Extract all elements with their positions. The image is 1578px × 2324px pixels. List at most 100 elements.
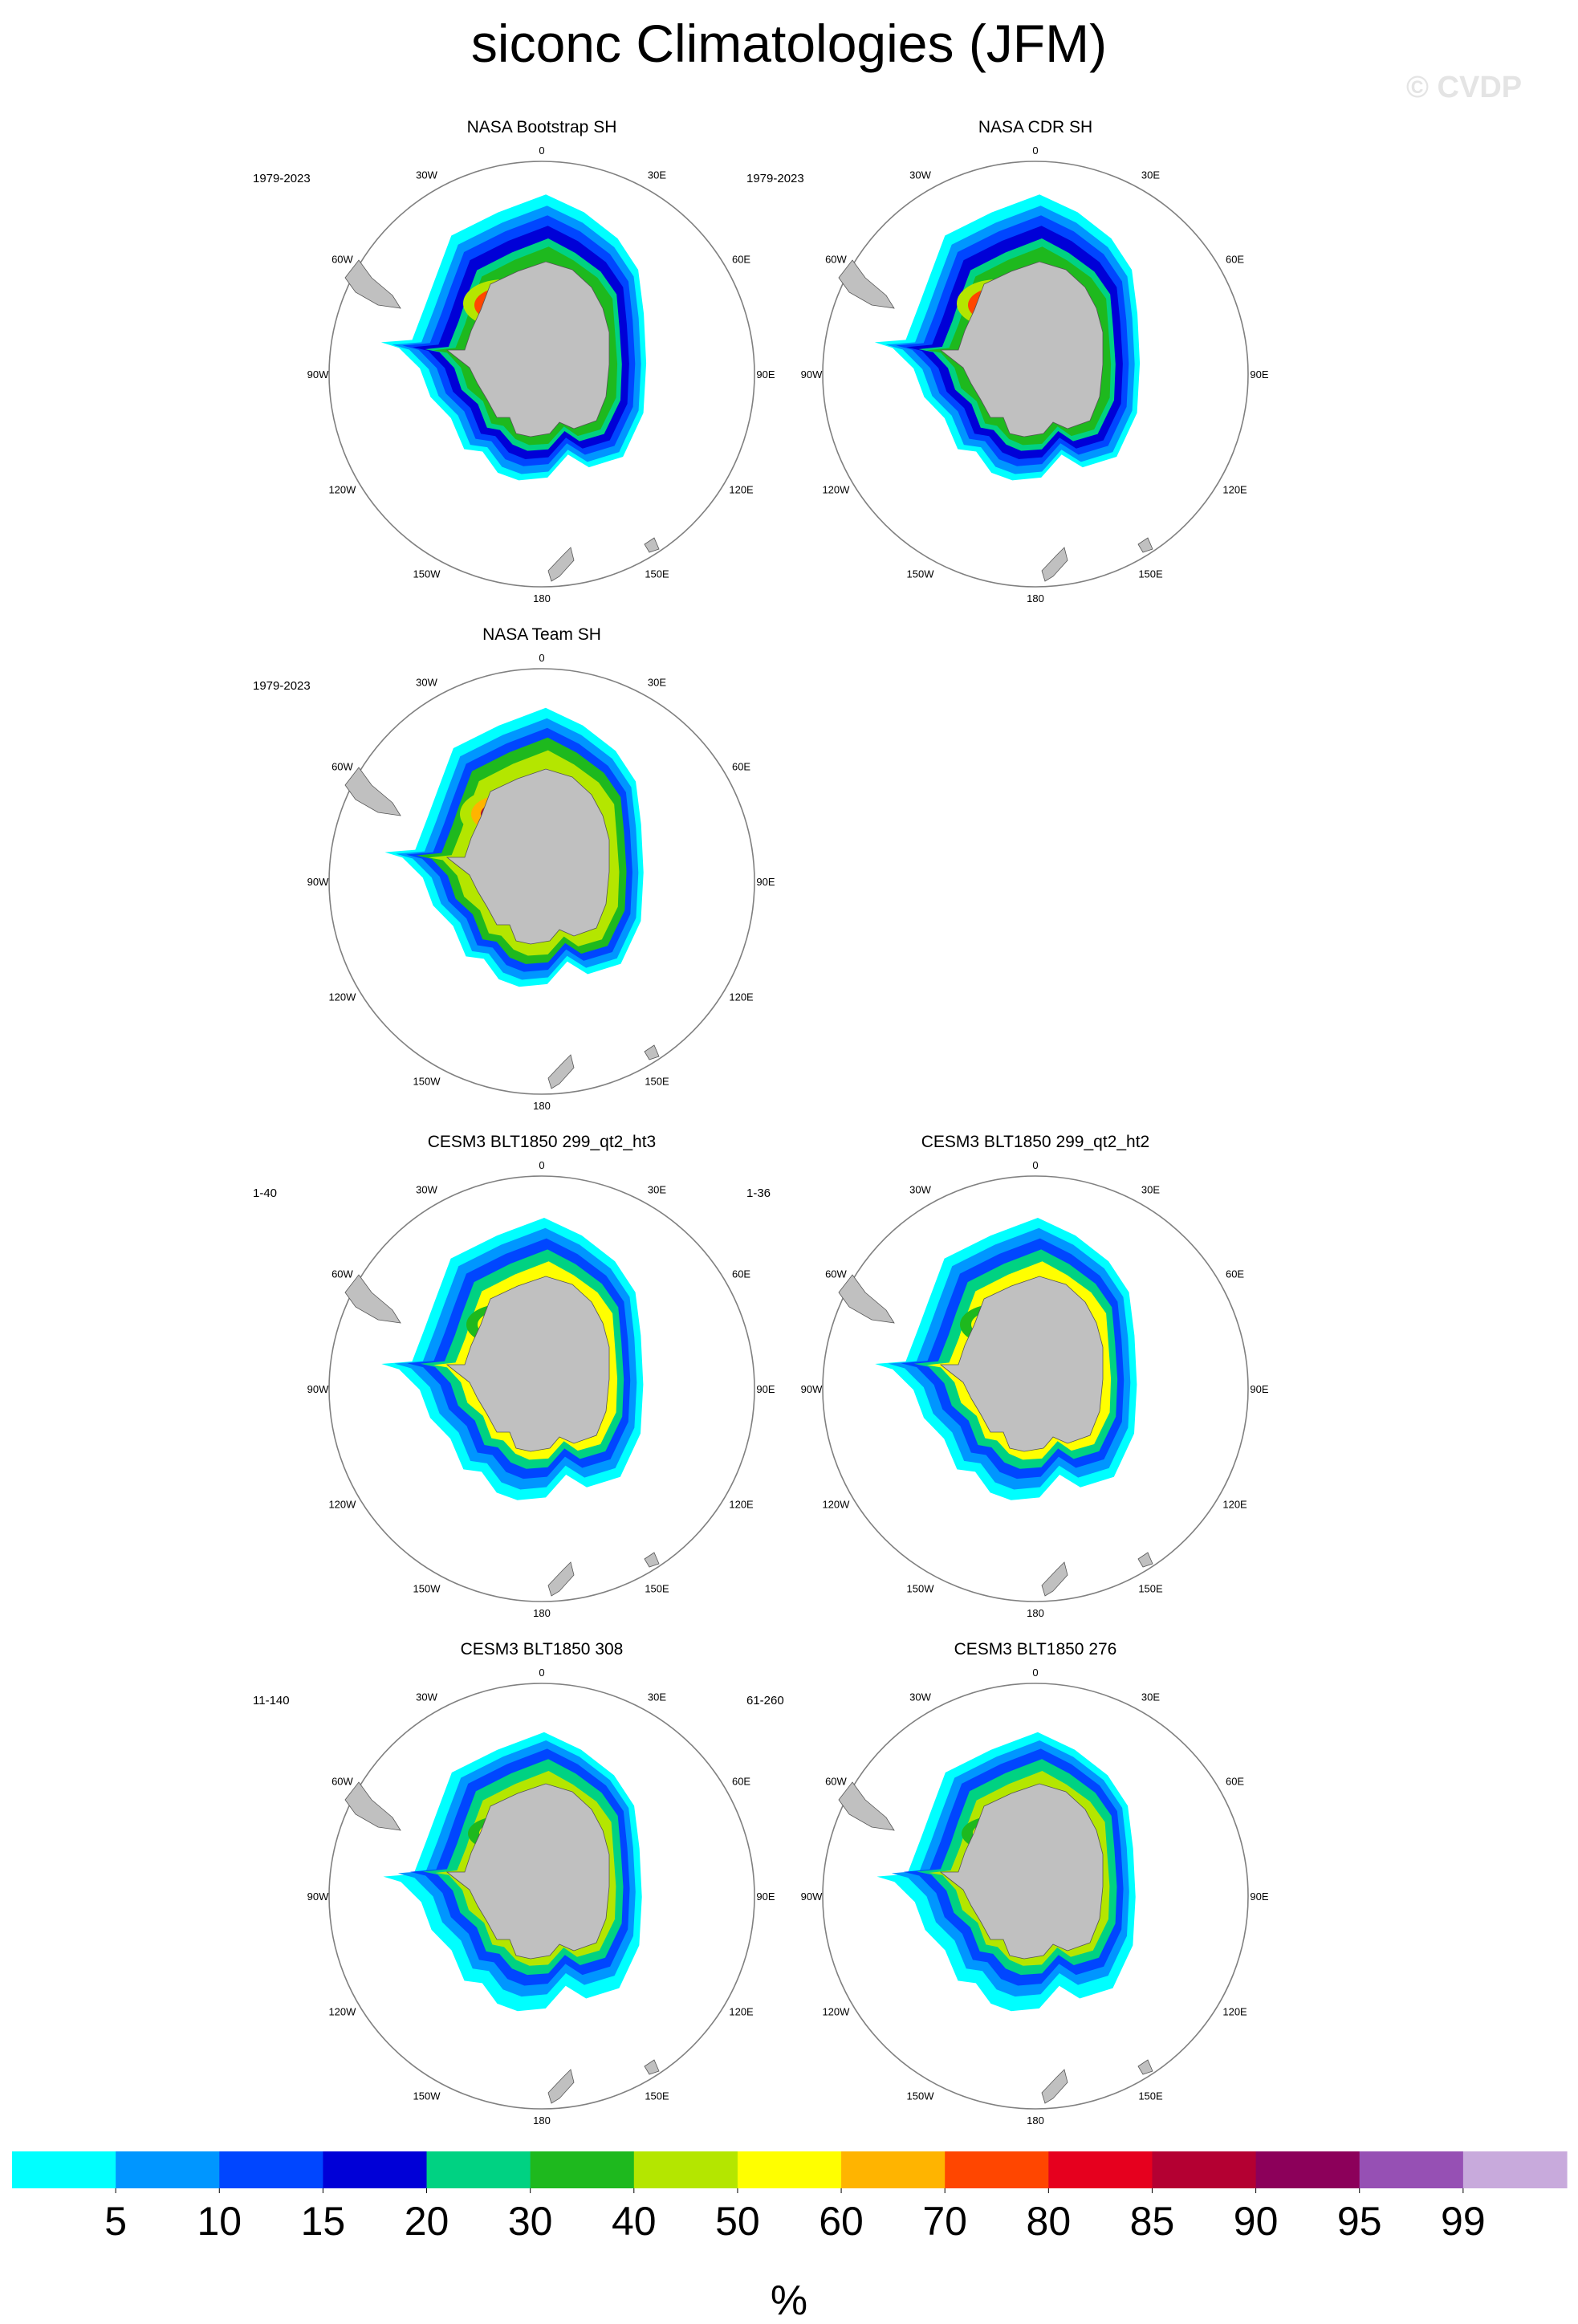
map-panel-cesm3-qt2-ht2: CESM3 BLT1850 299_qt2_ht2 1-36 0 30E 60E 90… xyxy=(746,1132,1324,1619)
colorbar-tick-label: 20 xyxy=(405,2199,449,2244)
longitude-label: 30W xyxy=(909,1691,931,1703)
longitude-label: 60W xyxy=(825,1268,847,1280)
longitude-label: 90E xyxy=(1250,368,1268,381)
land-antarctica xyxy=(445,1276,610,1452)
colorbar-tick-label: 5 xyxy=(104,2199,127,2244)
longitude-label: 30W xyxy=(416,169,437,181)
land-tasmania xyxy=(1137,2059,1153,2075)
colorbar-swatch xyxy=(1048,2151,1153,2188)
land-south-america xyxy=(838,1274,895,1324)
longitude-label: 60E xyxy=(1226,1268,1244,1280)
colorbar-swatch xyxy=(1359,2151,1464,2188)
longitude-label: 120W xyxy=(328,991,356,1003)
longitude-label: 90W xyxy=(801,1383,823,1395)
longitude-label: 90W xyxy=(307,368,329,381)
longitude-label: 180 xyxy=(533,2114,551,2127)
land-tasmania xyxy=(1137,537,1153,553)
land-south-america xyxy=(838,259,895,309)
land-antarctica xyxy=(939,261,1104,438)
polar-map: 0 30E 60E 90E 120E 150E 180 150W 120W 90W 60W 30W xyxy=(801,1667,1269,2127)
figure-title: siconc Climatologies (JFM) xyxy=(470,14,1108,73)
panel-years: 1-40 xyxy=(253,1186,278,1200)
longitude-label: 30W xyxy=(909,1183,931,1195)
longitude-label: 150W xyxy=(907,568,935,580)
land-new-zealand xyxy=(547,2069,575,2104)
polar-map: 0 30E 60E 90E 120E 150E 180 150W 120W 90W 60W 30W xyxy=(801,1159,1269,1619)
map-panel-nasa-team: NASA Team SH 1979-2023 0 30E 60E 90E 120E 150… xyxy=(253,625,831,1112)
land-tasmania xyxy=(644,2059,660,2075)
panel-years: 11-140 xyxy=(253,1694,290,1707)
polar-map: 0 30E 60E 90E 120E 150E 180 150W 120W 90W 60W 30W xyxy=(307,1667,775,2127)
colorbar-tick-label: 10 xyxy=(197,2199,242,2244)
longitude-label: 120E xyxy=(729,1499,754,1511)
panel-title: CESM3 BLT1850 276 xyxy=(954,1640,1117,1659)
longitude-label: 60E xyxy=(1226,254,1244,266)
longitude-label: 90E xyxy=(756,1891,775,1903)
longitude-label: 150E xyxy=(645,1583,669,1595)
longitude-label: 180 xyxy=(533,1100,551,1112)
longitude-label: 90E xyxy=(1250,1383,1268,1395)
colorbar-swatch xyxy=(945,2151,1049,2188)
longitude-label: 30E xyxy=(648,1691,666,1703)
longitude-label: 0 xyxy=(539,144,544,157)
colorbar-swatch xyxy=(841,2151,946,2188)
longitude-label: 120E xyxy=(729,484,754,496)
longitude-label: 120E xyxy=(729,991,754,1003)
longitude-label: 120W xyxy=(328,2006,356,2018)
longitude-label: 90E xyxy=(756,368,775,381)
longitude-label: 120E xyxy=(1222,484,1247,496)
longitude-label: 90W xyxy=(307,1383,329,1395)
longitude-label: 30E xyxy=(1141,1183,1160,1195)
colorbar-tick-label: 90 xyxy=(1234,2199,1279,2244)
land-tasmania xyxy=(644,537,660,553)
land-south-america xyxy=(838,1781,895,1831)
colorbar-tick-label: 70 xyxy=(922,2199,967,2244)
longitude-label: 60W xyxy=(825,1776,847,1788)
longitude-label: 180 xyxy=(1027,592,1044,604)
longitude-label: 150E xyxy=(1138,568,1163,580)
colorbar-tick-label: 60 xyxy=(819,2199,864,2244)
colorbar-tick-label: 85 xyxy=(1130,2199,1175,2244)
longitude-label: 30E xyxy=(1141,169,1160,181)
land-antarctica xyxy=(445,261,610,438)
longitude-label: 150E xyxy=(1138,2090,1163,2102)
longitude-label: 30W xyxy=(416,1691,437,1703)
longitude-label: 60E xyxy=(1226,1776,1244,1788)
longitude-label: 120E xyxy=(1222,2006,1247,2018)
longitude-label: 120E xyxy=(729,2006,754,2018)
panel-years: 61-260 xyxy=(746,1694,784,1707)
colorbar-swatch xyxy=(1462,2151,1568,2188)
land-antarctica xyxy=(445,1783,610,1960)
land-new-zealand xyxy=(547,1561,575,1597)
land-antarctica xyxy=(939,1276,1104,1452)
colorbar-swatch xyxy=(323,2151,428,2188)
panel-title: CESM3 BLT1850 308 xyxy=(460,1640,624,1659)
colorbar-swatch xyxy=(530,2151,635,2188)
panel-years: 1979-2023 xyxy=(746,172,804,185)
longitude-label: 60E xyxy=(732,1776,750,1788)
map-panel-cesm3-308: CESM3 BLT1850 308 11-140 0 30E 60E 90E 120E 1… xyxy=(253,1639,831,2127)
colorbar-tick-label: 80 xyxy=(1027,2199,1072,2244)
longitude-label: 150W xyxy=(413,1583,441,1595)
colorbar-swatch xyxy=(1152,2151,1257,2188)
panel-title: CESM3 BLT1850 299_qt2_ht3 xyxy=(427,1133,657,1151)
colorbar-unit-label: % xyxy=(770,2277,808,2324)
panel-title: CESM3 BLT1850 299_qt2_ht2 xyxy=(921,1133,1150,1151)
map-panel-nasa-bootstrap: NASA Bootstrap SH 1979-2023 0 30E 60E 90E 12… xyxy=(253,117,831,604)
longitude-label: 90W xyxy=(801,1891,823,1903)
land-south-america xyxy=(344,259,401,309)
colorbar-swatch xyxy=(1255,2151,1360,2188)
longitude-label: 90W xyxy=(801,368,823,381)
longitude-label: 90E xyxy=(756,1383,775,1395)
longitude-label: 120W xyxy=(822,1499,850,1511)
longitude-label: 150W xyxy=(413,1076,441,1088)
land-south-america xyxy=(344,1781,401,1831)
land-south-america xyxy=(344,767,401,816)
longitude-label: 180 xyxy=(533,592,551,604)
longitude-label: 90E xyxy=(1250,1891,1268,1903)
longitude-label: 90W xyxy=(307,1891,329,1903)
land-tasmania xyxy=(644,1044,660,1060)
longitude-label: 150E xyxy=(645,568,669,580)
polar-map: 0 30E 60E 90E 120E 150E 180 150W 120W 90W 60W 30W xyxy=(307,652,775,1112)
longitude-label: 60W xyxy=(331,761,353,773)
